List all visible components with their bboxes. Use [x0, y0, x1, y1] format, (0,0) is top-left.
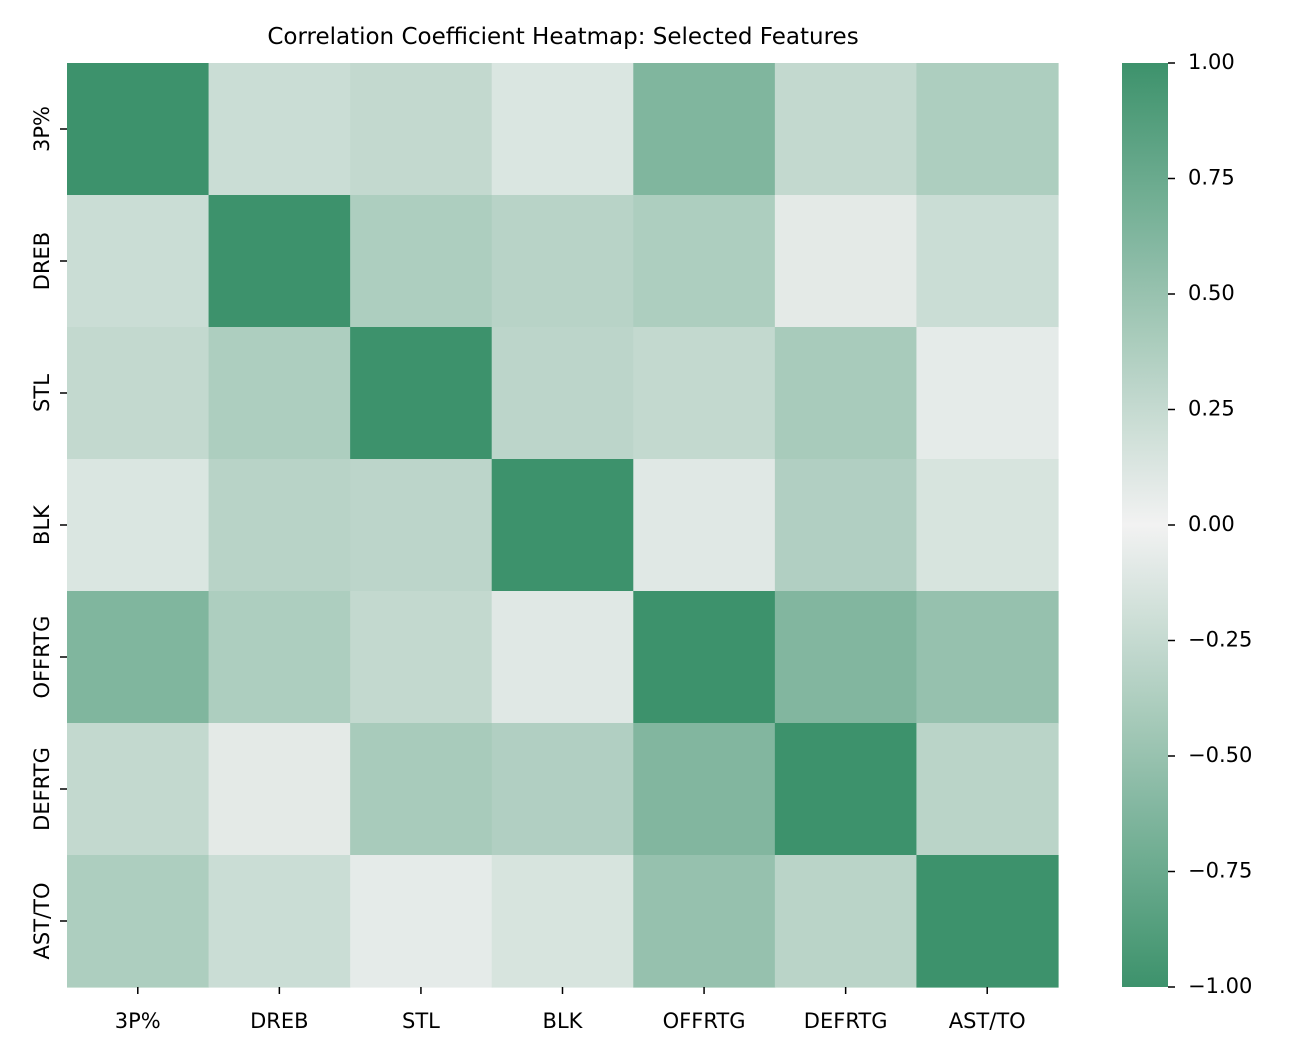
colorbar-tick-label: 0.75	[1188, 166, 1235, 190]
colorbar-tick-label: 0.00	[1188, 512, 1235, 536]
y-tick-label: DEFRTG	[30, 747, 54, 831]
heatmap-cell	[350, 459, 493, 592]
heatmap-cell	[491, 591, 634, 724]
heatmap-cell	[208, 459, 351, 592]
colorbar-tick-label: 1.00	[1188, 50, 1235, 74]
y-tick-label: STL	[30, 374, 54, 412]
x-tick-label: OFFRTG	[663, 1009, 746, 1033]
y-tick-label: AST/TO	[30, 883, 54, 960]
colorbar	[1122, 63, 1168, 987]
heatmap-cell	[350, 63, 493, 196]
x-tick-label: STL	[402, 1009, 440, 1033]
heatmap-cell	[774, 327, 918, 460]
heatmap-cell	[774, 855, 918, 988]
x-tick-label: DREB	[250, 1009, 308, 1033]
chart-title: Correlation Coefficient Heatmap: Selecte…	[267, 24, 858, 50]
heatmap-cell	[67, 459, 210, 592]
heatmap-cell	[208, 195, 351, 328]
heatmap-cell	[350, 195, 493, 328]
colorbar-tick-label: 0.25	[1188, 397, 1235, 421]
heatmap-cell	[916, 63, 1059, 196]
x-tick-label: 3P%	[115, 1009, 161, 1033]
heatmap-cell	[208, 723, 351, 856]
x-tick-label: DEFRTG	[804, 1009, 888, 1033]
heatmap-cell	[491, 63, 634, 196]
heatmap-cell	[916, 591, 1059, 724]
heatmap-cell	[633, 63, 776, 196]
heatmap-cell	[916, 327, 1059, 460]
heatmap-cell	[67, 63, 210, 196]
heatmap-cell	[774, 723, 918, 856]
y-tick-label: OFFRTG	[30, 616, 54, 699]
heatmap-cell	[350, 591, 493, 724]
heatmap-cell	[67, 195, 210, 328]
y-axis: 3P% DREB STL BLK OFFRTG DEFRTG AST/TO	[30, 106, 67, 959]
heatmap-cell	[491, 327, 634, 460]
y-tick-label: 3P%	[30, 106, 54, 152]
colorbar-tick-label: −0.50	[1188, 743, 1252, 767]
heatmap-cell	[350, 723, 493, 856]
heatmap-cell	[491, 195, 634, 328]
colorbar-tick-label: −0.75	[1188, 859, 1252, 883]
heatmap-cell	[633, 459, 776, 592]
heatmap-cells	[67, 63, 1059, 988]
heatmap-cell	[774, 195, 918, 328]
heatmap-cell	[774, 63, 918, 196]
heatmap-cell	[491, 855, 634, 988]
y-tick-label: DREB	[30, 232, 54, 290]
heatmap-cell	[67, 591, 210, 724]
heatmap-cell	[208, 591, 351, 724]
colorbar-tick-label: 0.50	[1188, 281, 1235, 305]
heatmap-cell	[491, 459, 634, 592]
heatmap-cell	[491, 723, 634, 856]
heatmap-cell	[633, 723, 776, 856]
heatmap-cell	[916, 723, 1059, 856]
heatmap-cell	[916, 855, 1059, 988]
colorbar-ticks: 1.00 0.75 0.50 0.25 0.00 −0.25 −0.50 −0.75 −1.00	[1168, 50, 1252, 998]
heatmap-cell	[774, 459, 918, 592]
heatmap-cell	[916, 195, 1059, 328]
heatmap-cell	[774, 591, 918, 724]
heatmap-cell	[208, 855, 351, 988]
heatmap-cell	[350, 855, 493, 988]
heatmap-cell	[208, 63, 351, 196]
heatmap-cell	[633, 855, 776, 988]
heatmap-cell	[67, 327, 210, 460]
x-tick-label: BLK	[543, 1009, 584, 1033]
colorbar-tick-label: −1.00	[1188, 974, 1252, 998]
heatmap-cell	[633, 195, 776, 328]
x-tick-label: AST/TO	[949, 1009, 1026, 1033]
heatmap-cell	[633, 327, 776, 460]
heatmap-cell	[916, 459, 1059, 592]
heatmap-cell	[67, 723, 210, 856]
heatmap-cell	[350, 327, 493, 460]
x-axis: 3P% DREB STL BLK OFFRTG DEFRTG AST/TO	[115, 987, 1026, 1033]
heatmap-cell	[67, 855, 210, 988]
heatmap-cell	[208, 327, 351, 460]
heatmap-cell	[633, 591, 776, 724]
y-tick-label: BLK	[30, 504, 54, 545]
colorbar-tick-label: −0.25	[1188, 628, 1252, 652]
